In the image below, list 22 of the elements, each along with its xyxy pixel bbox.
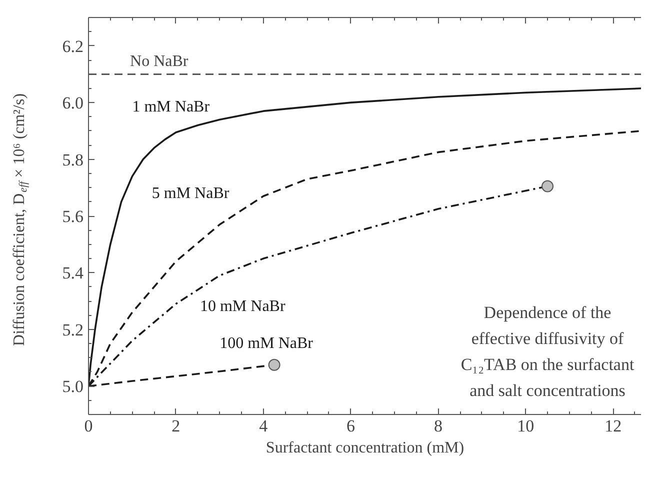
x-tick-label: 2 [172,416,180,436]
y-tick-label: 6.2 [62,36,84,56]
y-tick-label: 5.6 [62,207,84,226]
series-label: 1 mM NaBr [132,98,210,116]
y-axis-title: Diffusion coefficient, Deff × 10⁶ (cm²/s) [11,93,30,346]
x-tick-label: 0 [84,416,93,436]
x-axis-title: Surfactant concentration (mM) [266,440,464,456]
x-tick-label: 4 [259,416,268,436]
annotation: Dependence of the effective diffusivity of C₁₂TAB on the surfactant and salt concentrations [460,302,634,400]
x-tick-label: 12 [604,416,622,436]
y-tick-label: 6.0 [62,94,84,113]
series-label: 10 mM NaBr [200,298,286,316]
y-tick-label: 5.4 [62,264,84,283]
x-tick-label: 8 [434,416,442,436]
y-tick-label: 5.2 [62,320,84,340]
y-tick-label: 5.0 [62,377,84,396]
x-tick-label: 6 [346,416,356,436]
y-tick-label: 5.8 [62,150,84,170]
x-tick-label: 10 [517,416,534,436]
series-label: 100 mM NaBr [220,335,314,352]
ref-line-label: No NaBr [130,52,189,70]
series-label: 5 mM NaBr [152,184,230,202]
